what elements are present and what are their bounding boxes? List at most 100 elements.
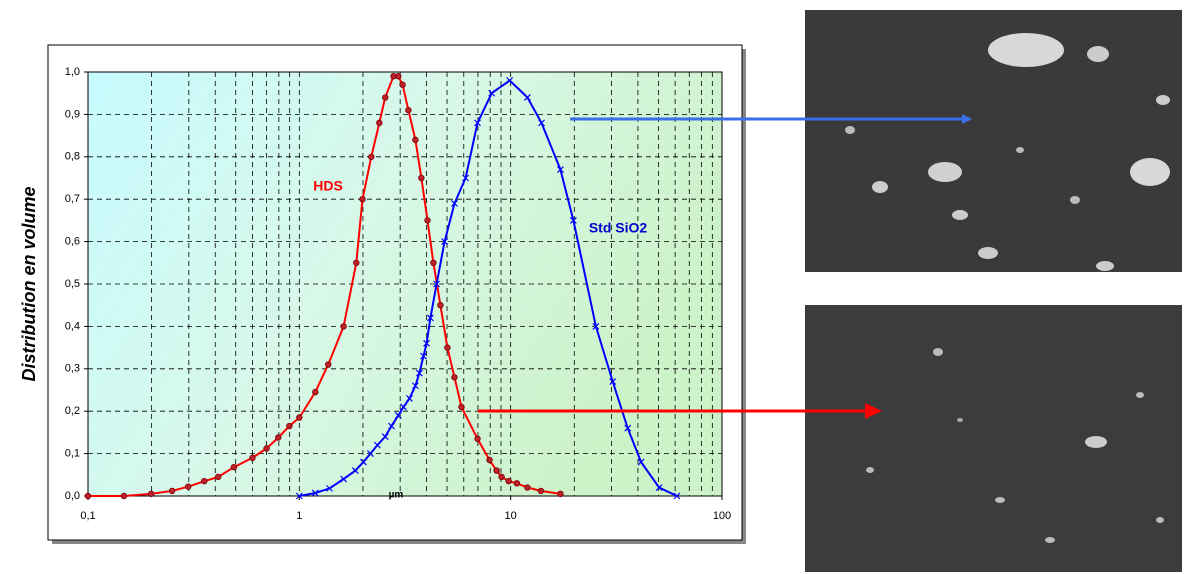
point [312, 388, 319, 396]
y-tick-label: 0,2 [65, 405, 80, 417]
point [437, 302, 444, 309]
x-tick-label: 0,1 [80, 510, 95, 522]
point [430, 259, 437, 266]
y-tick-label: 0,8 [65, 151, 80, 163]
y-tick-label: 0,4 [65, 320, 80, 332]
point [486, 456, 493, 464]
point [359, 458, 367, 466]
plot [84, 73, 681, 500]
point [411, 382, 419, 390]
point [592, 322, 600, 330]
point [382, 94, 389, 101]
point [168, 487, 176, 495]
point [326, 484, 333, 492]
point [474, 119, 481, 127]
point [569, 216, 577, 224]
point [84, 492, 92, 500]
point [624, 424, 632, 432]
point [451, 374, 458, 381]
point [376, 119, 383, 127]
arrow-head [865, 403, 882, 419]
point [394, 412, 402, 419]
y-axis-label: Distribution en volume [19, 186, 39, 381]
point [523, 94, 531, 101]
y-tick-label: 0,9 [65, 108, 80, 120]
point [524, 484, 531, 491]
point [214, 473, 222, 481]
point [420, 352, 427, 360]
point [340, 323, 347, 330]
point [249, 454, 256, 462]
point [433, 280, 440, 288]
point [368, 153, 375, 160]
x-tick-label: 100 [713, 510, 731, 522]
micrograph-top [805, 10, 1182, 272]
point [415, 369, 423, 377]
point [340, 475, 348, 483]
point [538, 119, 545, 127]
point [537, 487, 545, 495]
point [275, 434, 282, 441]
point [418, 174, 425, 182]
series-label: HDS [313, 178, 343, 194]
y-tick-label: 0,0 [65, 490, 80, 502]
point [399, 81, 406, 88]
point [230, 463, 238, 471]
x-tick-label: 10 [505, 510, 517, 522]
point [296, 414, 303, 421]
point [493, 467, 500, 474]
point [609, 378, 617, 385]
point [201, 477, 208, 485]
point [488, 89, 496, 97]
point [424, 217, 431, 224]
point [295, 492, 303, 500]
point [351, 467, 359, 474]
y-tick-label: 0,6 [65, 236, 80, 248]
point [120, 492, 128, 500]
point [426, 314, 434, 322]
point [400, 403, 407, 411]
point [474, 435, 481, 442]
point [406, 395, 413, 402]
point [505, 477, 512, 485]
point [147, 490, 155, 498]
point [673, 492, 681, 500]
point [557, 166, 564, 173]
y-tick-label: 0,7 [65, 193, 80, 205]
point [462, 174, 470, 182]
point [412, 136, 419, 144]
point [395, 73, 402, 80]
y-tick-label: 0,3 [65, 363, 80, 375]
y-tick-label: 1,0 [65, 66, 80, 78]
micrograph-bottom [805, 305, 1182, 572]
y-tick-label: 0,1 [65, 448, 80, 460]
point [513, 480, 521, 487]
x-axis-label: µm [389, 490, 404, 501]
point [311, 489, 319, 497]
point [655, 484, 663, 491]
grid [84, 71, 723, 500]
series-label: Std SiO2 [589, 220, 648, 236]
point [458, 403, 465, 411]
y-tick-label: 0,5 [65, 278, 80, 290]
point [557, 490, 564, 498]
x-tick-label: 1 [296, 510, 302, 522]
point [444, 344, 451, 351]
point [423, 339, 430, 347]
point [367, 450, 374, 458]
point [451, 200, 458, 207]
point [498, 473, 505, 481]
point [373, 441, 381, 449]
point [263, 445, 270, 452]
point [381, 433, 389, 441]
point [405, 106, 412, 114]
point [353, 259, 360, 266]
point [441, 238, 449, 246]
point [637, 458, 645, 466]
point [325, 361, 332, 368]
point [388, 422, 395, 430]
point [506, 77, 514, 84]
point [286, 422, 293, 430]
